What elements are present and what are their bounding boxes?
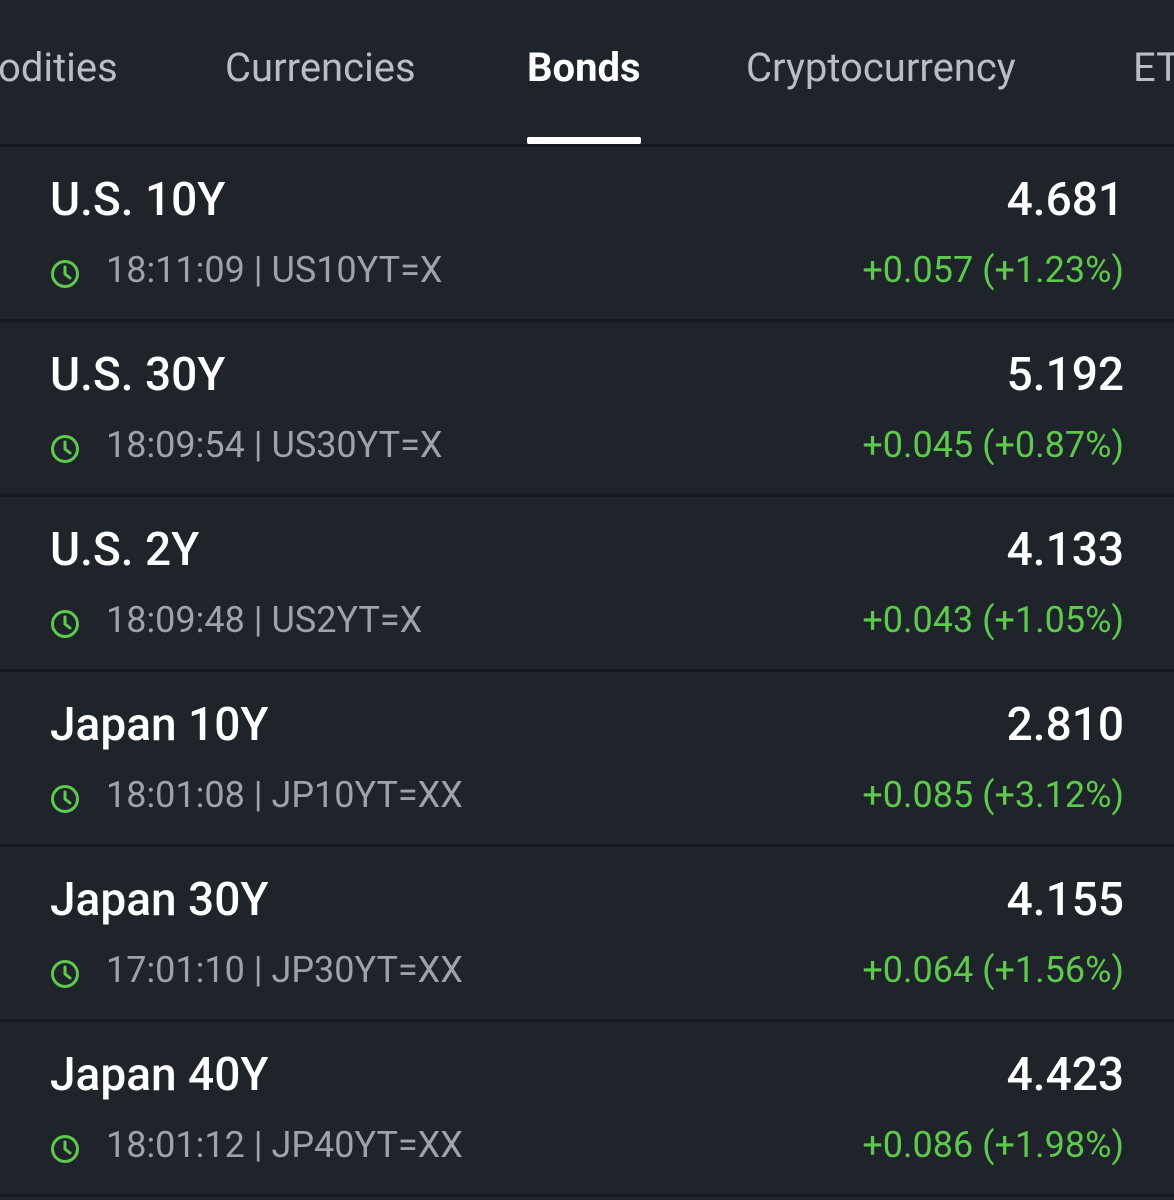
bond-time-symbol: 18:09:54 | US30YT=X: [106, 424, 443, 466]
bond-price: 2.810: [1006, 698, 1124, 752]
bond-price: 5.192: [1006, 348, 1124, 402]
bond-time-symbol: 18:09:48 | US2YT=X: [106, 599, 423, 641]
clock-icon: [51, 435, 79, 463]
bond-name: U.S. 10Y: [50, 173, 226, 227]
bond-row[interactable]: U.S. 10Y 4.681 18:11:09 | US10YT=X +0.057 (…: [0, 147, 1174, 322]
bond-time-symbol: 17:01:10 | JP30YT=XX: [106, 949, 463, 991]
tab[interactable]: ET: [1133, 44, 1174, 91]
clock-icon: [51, 1135, 79, 1163]
bond-name: U.S. 2Y: [50, 523, 200, 577]
bond-change: +0.057 (+1.23%): [862, 249, 1124, 291]
tab[interactable]: odities: [0, 44, 118, 91]
bond-name: Japan 10Y: [50, 698, 269, 752]
bond-row[interactable]: Japan 40Y 4.423 18:01:12 | JP40YT=XX +0.086…: [0, 1022, 1174, 1197]
clock-icon: [51, 260, 79, 288]
bond-time-symbol: 18:01:08 | JP10YT=XX: [106, 774, 463, 816]
tab[interactable]: Cryptocurrency: [746, 44, 1016, 91]
bond-price: 4.155: [1006, 873, 1124, 927]
clock-icon: [51, 785, 79, 813]
bond-change: +0.045 (+0.87%): [862, 424, 1124, 466]
bond-price: 4.133: [1006, 523, 1124, 577]
bond-row[interactable]: U.S. 30Y 5.192 18:09:54 | US30YT=X +0.045 (…: [0, 322, 1174, 497]
clock-icon: [51, 610, 79, 638]
bond-change: +0.043 (+1.05%): [862, 599, 1124, 641]
bond-time-symbol: 18:01:12 | JP40YT=XX: [106, 1124, 463, 1166]
bond-name: U.S. 30Y: [50, 348, 226, 402]
bond-name: Japan 30Y: [50, 873, 269, 927]
bond-change: +0.085 (+3.12%): [862, 774, 1124, 816]
bond-price: 4.681: [1006, 173, 1124, 227]
tab-bar: odities Currencies Bonds Cryptocurrency ET: [0, 0, 1174, 147]
bond-change: +0.086 (+1.98%): [862, 1124, 1124, 1166]
clock-icon: [51, 960, 79, 988]
bond-name: Japan 40Y: [50, 1048, 269, 1102]
bond-row[interactable]: U.S. 2Y 4.133 18:09:48 | US2YT=X +0.043 (+1…: [0, 497, 1174, 672]
bond-change: +0.064 (+1.56%): [862, 949, 1124, 991]
bond-row[interactable]: Japan 10Y 2.810 18:01:08 | JP10YT=XX +0.085…: [0, 672, 1174, 847]
bond-row[interactable]: Japan 30Y 4.155 17:01:10 | JP30YT=XX +0.064…: [0, 847, 1174, 1022]
tab[interactable]: Currencies: [225, 44, 416, 91]
tab[interactable]: Bonds: [527, 44, 641, 91]
bond-time-symbol: 18:11:09 | US10YT=X: [106, 249, 443, 291]
active-tab-indicator: [527, 137, 641, 144]
bond-price: 4.423: [1006, 1048, 1124, 1102]
